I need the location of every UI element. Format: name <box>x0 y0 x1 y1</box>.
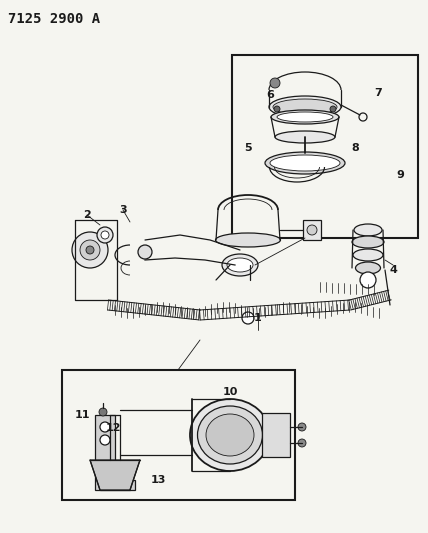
Bar <box>62 370 295 500</box>
Circle shape <box>86 246 94 254</box>
Ellipse shape <box>270 155 340 171</box>
Circle shape <box>298 439 306 447</box>
Text: 1: 1 <box>254 313 262 323</box>
Ellipse shape <box>197 406 262 464</box>
Ellipse shape <box>271 110 339 124</box>
Ellipse shape <box>227 258 253 272</box>
Text: 7125 2900 A: 7125 2900 A <box>8 12 100 26</box>
Text: 2: 2 <box>83 210 91 220</box>
Circle shape <box>99 408 107 416</box>
Polygon shape <box>95 415 135 490</box>
Circle shape <box>360 272 376 288</box>
Circle shape <box>72 232 108 268</box>
Circle shape <box>270 78 280 88</box>
Circle shape <box>80 240 100 260</box>
Ellipse shape <box>265 152 345 174</box>
Text: 8: 8 <box>351 143 359 153</box>
Text: 9: 9 <box>396 170 404 180</box>
Bar <box>262 413 290 457</box>
Ellipse shape <box>222 254 258 276</box>
Text: 6: 6 <box>266 90 274 100</box>
Text: 10: 10 <box>222 387 238 397</box>
Ellipse shape <box>275 131 335 143</box>
Text: 3: 3 <box>119 205 127 215</box>
Circle shape <box>100 422 110 432</box>
Text: 5: 5 <box>244 143 252 153</box>
Circle shape <box>138 245 152 259</box>
Ellipse shape <box>353 249 383 261</box>
Ellipse shape <box>352 236 384 248</box>
Circle shape <box>274 106 280 112</box>
Ellipse shape <box>354 224 382 236</box>
Ellipse shape <box>277 112 333 122</box>
Ellipse shape <box>216 233 280 247</box>
Text: 7: 7 <box>374 88 382 98</box>
Bar <box>232 55 418 238</box>
Ellipse shape <box>206 414 254 456</box>
Text: 4: 4 <box>389 265 397 275</box>
Text: 11: 11 <box>74 410 90 420</box>
Text: 13: 13 <box>150 475 166 485</box>
Ellipse shape <box>273 99 337 115</box>
Circle shape <box>97 227 113 243</box>
Circle shape <box>242 312 254 324</box>
Ellipse shape <box>269 96 341 118</box>
Circle shape <box>101 231 109 239</box>
Polygon shape <box>90 460 140 490</box>
Text: 12: 12 <box>105 423 121 433</box>
Ellipse shape <box>190 399 270 471</box>
Ellipse shape <box>307 225 317 235</box>
Bar <box>303 220 321 240</box>
Circle shape <box>100 435 110 445</box>
Circle shape <box>330 106 336 112</box>
Ellipse shape <box>356 262 380 274</box>
Circle shape <box>298 423 306 431</box>
